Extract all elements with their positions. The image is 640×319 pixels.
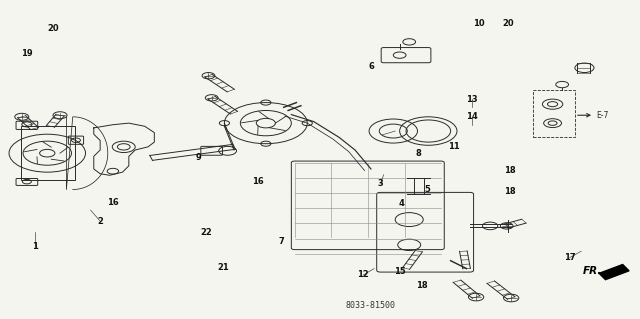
Text: 16: 16 (252, 177, 264, 186)
Text: 18: 18 (504, 187, 516, 196)
Text: 7: 7 (279, 237, 285, 246)
Text: 18: 18 (504, 166, 516, 175)
Text: 1: 1 (31, 242, 38, 251)
Text: 5: 5 (424, 185, 430, 194)
Text: FR.: FR. (582, 266, 602, 276)
Text: 14: 14 (466, 112, 477, 121)
Text: 17: 17 (564, 253, 575, 262)
Text: 21: 21 (217, 263, 229, 271)
Text: 15: 15 (394, 267, 406, 276)
Text: 2: 2 (97, 217, 103, 226)
Text: 3: 3 (378, 179, 383, 188)
Text: 8: 8 (416, 149, 422, 158)
Text: E-7: E-7 (596, 111, 609, 120)
Text: 4: 4 (399, 199, 404, 208)
Text: 6: 6 (368, 62, 374, 71)
Text: 13: 13 (466, 95, 477, 104)
Text: 18: 18 (416, 281, 428, 291)
Text: 20: 20 (48, 24, 60, 33)
Text: 20: 20 (502, 19, 514, 28)
Text: 22: 22 (201, 228, 212, 237)
Text: 12: 12 (358, 271, 369, 279)
Text: 9: 9 (196, 153, 202, 162)
Text: 16: 16 (107, 198, 119, 207)
Text: 19: 19 (21, 49, 33, 58)
Polygon shape (599, 264, 629, 280)
Text: 11: 11 (448, 142, 460, 151)
Text: 10: 10 (474, 19, 485, 28)
Text: 8033-81500: 8033-81500 (346, 301, 396, 310)
